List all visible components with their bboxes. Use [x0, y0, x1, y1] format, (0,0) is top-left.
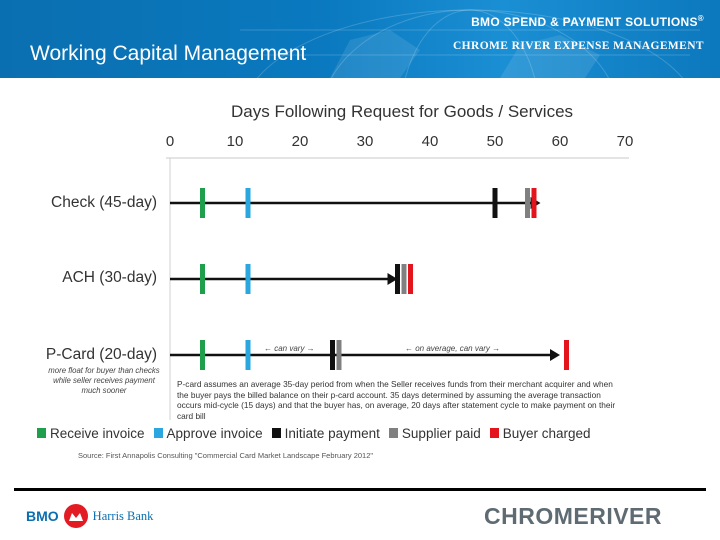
on-average-label: ← on average, can vary →: [405, 344, 501, 353]
legend-swatch-approve: [153, 428, 163, 438]
chart-title: Days Following Request for Goods / Servi…: [231, 102, 574, 121]
chrome-river-brand: CHROME RIVER EXPENSE MANAGEMENT: [452, 40, 704, 52]
event-marker-approve: [245, 340, 251, 370]
header-banner: Working Capital Management BMO SPEND & P…: [0, 0, 720, 78]
legend-swatch-initiate: [271, 428, 281, 438]
page-title: Working Capital Management: [30, 42, 307, 65]
x-tick-label: 70: [616, 133, 634, 150]
bmo-spend-brand: BMO SPEND & PAYMENT SOLUTIONS®: [471, 14, 704, 29]
event-marker-approve: [245, 188, 251, 218]
legend-label-approve: Approve invoice: [166, 425, 263, 441]
bmo-wordmark: BMO: [26, 508, 59, 524]
chart-legend: Receive invoice Approve invoice Initiate…: [37, 424, 600, 442]
legend-item-initiate: Initiate payment: [271, 425, 380, 441]
timeline-arrowhead: [387, 273, 398, 285]
globe-map-graphic: [240, 9, 700, 78]
x-tick-label: 10: [226, 133, 244, 150]
timeline-arrowhead: [550, 349, 560, 361]
event-marker-buyer: [564, 340, 569, 370]
x-tick-label: 30: [356, 133, 374, 150]
timeline-arrowhead: [530, 197, 541, 209]
x-tick-label: 40: [421, 133, 439, 150]
bmo-harris-logo: BMO Harris Bank: [26, 504, 153, 528]
legend-label-supplier: Supplier paid: [401, 425, 481, 441]
event-marker-supplier: [525, 188, 530, 218]
legend-label-receive: Receive invoice: [50, 425, 145, 441]
event-marker-receive: [200, 188, 205, 218]
x-tick-label: 50: [486, 133, 504, 150]
event-marker-buyer: [531, 188, 537, 218]
event-marker-receive: [200, 340, 205, 370]
legend-swatch-receive: [37, 428, 46, 438]
can-vary-label: ← can vary →: [264, 344, 315, 353]
chrome-river-logo: CHROMERIVER: [484, 503, 663, 529]
row-label-check: Check (45-day): [51, 194, 157, 211]
legend-item-supplier: Supplier paid: [388, 425, 481, 441]
row-label-pcard: P-Card (20-day): [45, 346, 157, 363]
legend-label-buyer: Buyer charged: [502, 425, 591, 441]
source-citation: Source: First Annapolis Consulting "Comm…: [78, 451, 374, 460]
event-marker-receive: [200, 264, 205, 294]
event-marker-initiate: [395, 264, 400, 294]
legend-label-initiate: Initiate payment: [284, 425, 380, 441]
x-tick-label: 20: [291, 133, 309, 150]
footer-divider: [14, 488, 706, 491]
event-marker-approve: [245, 264, 251, 294]
harris-bank-wordmark: Harris Bank: [92, 508, 154, 523]
event-marker-initiate: [492, 188, 498, 218]
event-marker-buyer: [408, 264, 413, 294]
bmo-roundel-icon: [63, 504, 88, 528]
legend-swatch-supplier: [388, 428, 398, 438]
x-tick-label: 60: [551, 133, 569, 150]
x-tick-label: 0: [165, 133, 175, 150]
legend-swatch-buyer: [489, 428, 499, 438]
legend-item-buyer: Buyer charged: [489, 425, 591, 441]
event-marker-initiate: [330, 340, 335, 370]
legend-item-approve: Approve invoice: [153, 425, 263, 441]
row-label-ach: ACH (30-day): [62, 269, 157, 286]
event-marker-supplier: [401, 264, 407, 294]
event-marker-supplier: [336, 340, 342, 370]
pcard-float-note: more float for buyer than checks while s…: [48, 366, 160, 395]
legend-item-receive: Receive invoice: [37, 426, 145, 441]
pcard-description: P-card assumes an average 35-day period …: [177, 379, 616, 421]
